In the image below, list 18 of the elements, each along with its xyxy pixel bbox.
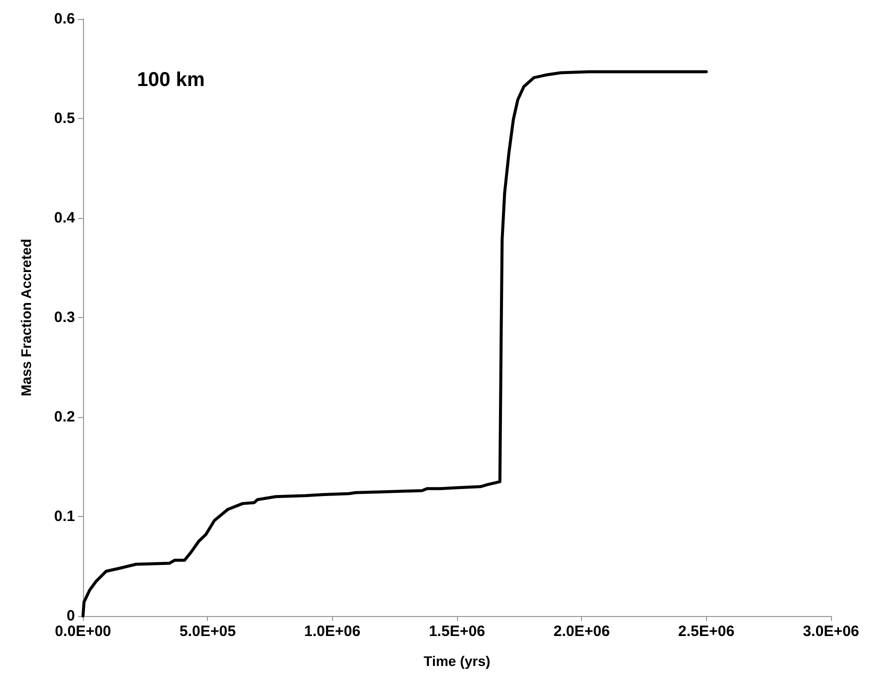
x-tick-label: 3.0E+06 — [802, 623, 860, 640]
y-tick-label: 0.4 — [54, 210, 76, 226]
y-tick-label: 0.6 — [54, 10, 75, 28]
x-tick-label: 5.0E+05 — [180, 623, 236, 640]
x-axis-title: Time (yrs) — [424, 653, 490, 669]
x-tick-label: 0.0E+00 — [54, 623, 112, 640]
x-tick-label: 1.0E+06 — [304, 623, 360, 640]
annotation: 100 km — [137, 69, 205, 91]
y-tick-label: 0.3 — [54, 309, 75, 326]
y-tick-label: 0.2 — [54, 408, 75, 426]
y-tick-label: 0.5 — [54, 110, 75, 127]
y-tick-label: 0.1 — [54, 508, 75, 525]
y-tick-label: 0 — [66, 608, 75, 624]
x-tick-label: 2.5E+06 — [678, 623, 734, 640]
x-tick-label: 2.0E+06 — [554, 623, 610, 640]
y-axis-title: Mass Fraction Accreted — [18, 238, 34, 396]
x-tick-label: 1.5E+06 — [428, 623, 486, 640]
line-series — [82, 70, 708, 618]
